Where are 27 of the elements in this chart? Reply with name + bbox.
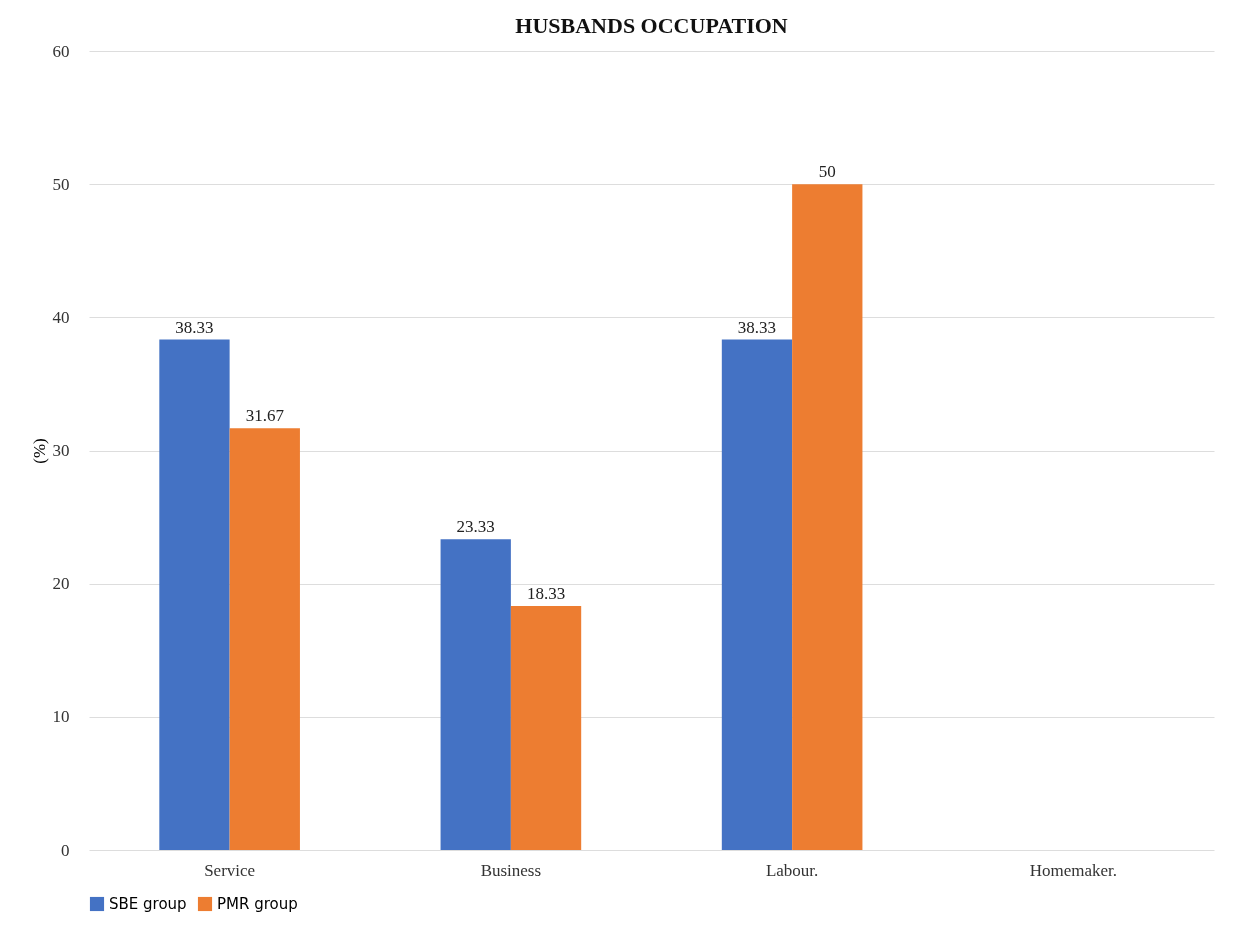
data-label: 23.33: [456, 517, 495, 537]
data-label: 31.67: [245, 406, 285, 426]
data-label: 50: [818, 162, 836, 182]
y-tick-label: 0: [61, 840, 70, 860]
y-tick-label: 50: [52, 174, 70, 194]
y-tick-label: 40: [52, 307, 70, 327]
chart-title: HUSBANDS OCCUPATION: [515, 13, 788, 38]
bar: [440, 539, 511, 850]
legend-label: PMR group: [217, 895, 298, 913]
legend-label: SBE group: [109, 895, 187, 913]
bar: [159, 339, 230, 850]
bar: [792, 184, 863, 850]
data-label: 38.33: [175, 317, 214, 337]
bar: [510, 605, 582, 850]
x-tick-label: Labour.: [765, 860, 819, 880]
data-label: 18.33: [526, 583, 566, 603]
bar: [229, 428, 300, 850]
y-tick-label: 20: [52, 574, 70, 594]
x-tick-label: Service: [204, 860, 256, 880]
y-tick-label: 60: [52, 41, 70, 61]
y-tick-label: 30: [52, 441, 70, 460]
y-tick-label: 10: [52, 707, 70, 727]
data-label: 38.33: [737, 317, 777, 337]
x-tick-label: Business: [480, 860, 542, 880]
bar: [721, 339, 793, 850]
x-tick-label: Homemaker.: [1029, 860, 1118, 880]
y-axis-title: (%): [29, 438, 49, 464]
